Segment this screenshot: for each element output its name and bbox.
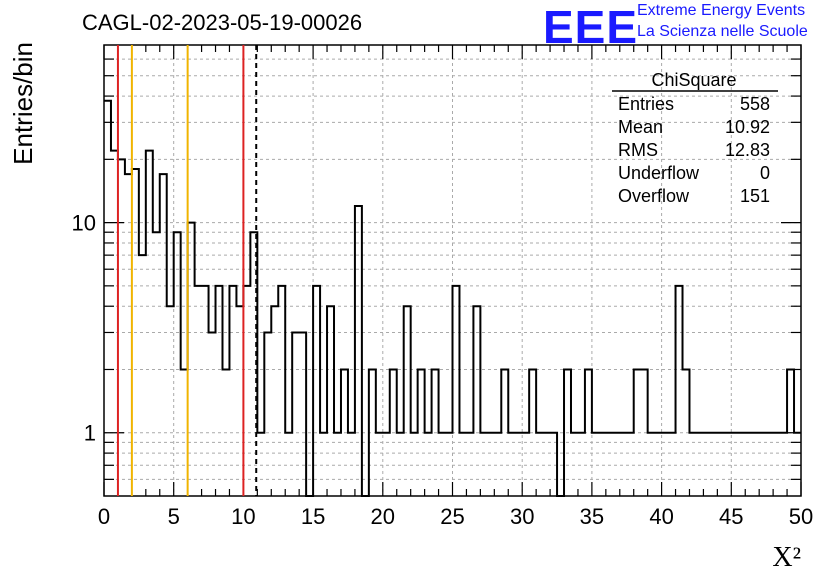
histogram-bar <box>313 286 320 496</box>
stats-label: Underflow <box>618 163 700 183</box>
stats-box: ChiSquare Entries 558 Mean 10.92 RMS 12.83 Unde… <box>612 70 778 206</box>
x-tick-label: 35 <box>580 504 604 529</box>
histogram-bar <box>202 286 209 496</box>
x-tick-label: 45 <box>719 504 743 529</box>
histogram-bar <box>299 332 306 496</box>
histogram-bar <box>243 286 250 496</box>
stats-value: 558 <box>740 94 770 114</box>
histogram-bar <box>216 286 223 496</box>
axes: 0 5 10 15 20 25 30 35 40 45 50 1 10 X² Entries/bin <box>8 42 813 572</box>
histogram-bar <box>473 306 480 496</box>
stats-title: ChiSquare <box>651 70 736 90</box>
histogram-bar <box>404 306 411 496</box>
stats-value: 10.92 <box>725 117 770 137</box>
histogram-bar <box>139 255 146 496</box>
stats-label: Mean <box>618 117 663 137</box>
histogram-bar <box>118 159 125 496</box>
x-tick-label: 10 <box>231 504 255 529</box>
x-tick-label: 40 <box>649 504 673 529</box>
x-tick-label: 0 <box>98 504 110 529</box>
histogram-bar <box>174 232 181 496</box>
histogram-bar <box>167 306 174 496</box>
histogram-bar <box>188 223 195 496</box>
x-tick-label: 50 <box>789 504 813 529</box>
histogram-bar <box>327 306 334 496</box>
x-tick-label: 20 <box>371 504 395 529</box>
x-axis-label: X² <box>772 542 801 572</box>
stats-label: RMS <box>618 140 658 160</box>
x-tick-label: 5 <box>168 504 180 529</box>
histogram-bar <box>264 332 271 496</box>
stats-label: Overflow <box>618 186 690 206</box>
histogram-outline <box>104 99 801 497</box>
x-tick-label: 25 <box>440 504 464 529</box>
stats-value: 0 <box>760 163 770 183</box>
stats-label: Entries <box>618 94 674 114</box>
histogram-bar <box>195 286 202 496</box>
histogram-bar <box>111 151 118 496</box>
y-tick-label: 10 <box>72 211 96 236</box>
histogram-bar <box>453 286 460 496</box>
stats-value: 151 <box>740 186 770 206</box>
histogram-bar <box>104 101 111 496</box>
y-tick-label: 1 <box>84 421 96 446</box>
stats-value: 12.83 <box>725 140 770 160</box>
histogram-bar <box>236 306 243 496</box>
x-tick-label: 30 <box>510 504 534 529</box>
histogram-bar <box>146 151 153 496</box>
x-tick-label: 15 <box>301 504 325 529</box>
histogram-bar <box>355 206 362 496</box>
logo-line-1: Extreme Energy Events <box>637 2 806 19</box>
chart-title: CAGL-02-2023-05-19-00026 <box>82 10 363 35</box>
histogram-bar <box>271 306 278 496</box>
histogram-bar <box>209 332 216 496</box>
y-axis-label: Entries/bin <box>8 42 38 165</box>
histogram-bar <box>229 286 236 496</box>
logo-line-2: La Scienza nelle Scuole <box>637 23 808 40</box>
histogram-bar <box>278 286 285 496</box>
histogram-bar <box>153 232 160 496</box>
histogram-bar <box>292 332 299 496</box>
histogram-bar <box>676 286 683 496</box>
